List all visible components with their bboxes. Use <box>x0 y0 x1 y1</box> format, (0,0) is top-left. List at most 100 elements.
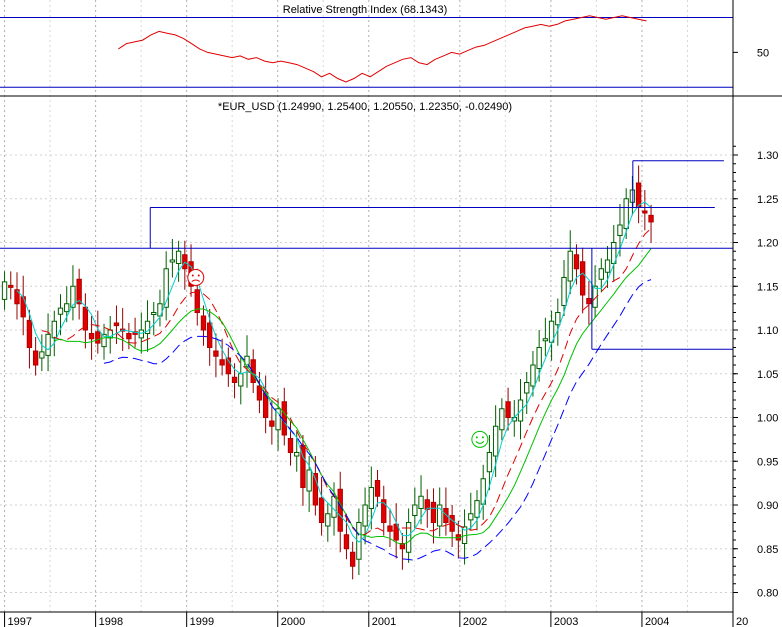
face-eye <box>481 436 484 439</box>
price-tick-label: 1.25 <box>757 194 778 206</box>
price-tick-label: 0.85 <box>757 544 778 556</box>
price-panel <box>0 160 733 580</box>
candle-body <box>561 277 567 306</box>
candle-body <box>368 487 374 509</box>
candle-body <box>399 543 406 550</box>
price-tick-label: 1.05 <box>757 369 778 381</box>
face-eye <box>191 274 194 277</box>
candle-body <box>101 333 107 348</box>
candle-body <box>250 359 256 383</box>
price-tick-label: 0.80 <box>757 588 778 600</box>
candle-body <box>175 250 182 264</box>
candle-body <box>306 469 312 492</box>
candle-body <box>82 306 89 331</box>
candle-body <box>536 347 542 369</box>
candle-body <box>1 281 8 300</box>
ma-fast-line <box>16 201 652 543</box>
candle-body <box>362 504 368 527</box>
candle-body <box>592 285 598 308</box>
candle-body <box>138 329 144 339</box>
price-tick-label: 1.10 <box>757 325 778 337</box>
candle-body <box>269 420 275 427</box>
ma-long-line <box>103 279 652 561</box>
face-outline <box>471 430 489 448</box>
candle-body <box>586 298 592 305</box>
candle-body <box>542 338 549 342</box>
candle-body <box>598 268 604 280</box>
rsi-line <box>118 15 647 83</box>
candle-body <box>492 425 499 457</box>
candle-body <box>300 445 306 488</box>
candle-body <box>474 500 480 518</box>
face-mouth <box>475 441 485 444</box>
grid <box>0 0 733 612</box>
year-tick-label: 2002 <box>463 616 487 627</box>
candle-body <box>287 438 294 453</box>
candle-body <box>32 350 39 366</box>
candle-body <box>213 350 219 357</box>
candle-body <box>318 497 325 523</box>
price-title: *EUR_USD (1.24990, 1.25400, 1.20550, 1.2… <box>218 101 512 113</box>
candle-body <box>163 268 169 308</box>
candle-body <box>76 278 82 305</box>
candle-body <box>151 312 157 315</box>
candle-body <box>424 499 430 510</box>
face-mouth <box>191 279 201 282</box>
candle-body <box>39 351 45 359</box>
candle-body <box>573 254 580 270</box>
candle-body <box>387 525 393 532</box>
candle-body <box>275 408 281 431</box>
candle-body <box>524 382 530 394</box>
candle-body <box>57 307 64 315</box>
candle-body <box>468 513 474 521</box>
happy-face-icon <box>471 430 489 448</box>
candle-body <box>8 284 14 288</box>
candle-body <box>412 504 418 516</box>
candle-body <box>51 320 57 339</box>
candle-body <box>555 312 561 326</box>
candle-body <box>262 392 269 418</box>
candle-body <box>45 333 51 356</box>
year-tick-label: 20 <box>736 616 748 627</box>
candle-body <box>604 259 611 273</box>
candle-body <box>126 333 132 340</box>
price-tick-label: 0.95 <box>757 456 778 468</box>
ma-slow-line <box>54 248 652 545</box>
candle-body <box>343 534 350 550</box>
candle-body <box>200 315 207 331</box>
rsi-tick-label: 50 <box>757 47 769 59</box>
candle-body <box>623 198 629 229</box>
rsi-title: Relative Strength Index (68.1343) <box>283 4 448 16</box>
candle-body <box>26 319 33 348</box>
candle-body <box>617 224 623 236</box>
candle-body <box>231 376 238 383</box>
year-tick-label: 2000 <box>281 616 305 627</box>
candle-body <box>64 303 70 313</box>
year-tick-label: 1998 <box>99 616 123 627</box>
candle-body <box>219 359 225 366</box>
candle-body <box>356 522 362 560</box>
price-tick-label: 1.20 <box>757 238 778 250</box>
candle-body <box>642 210 648 214</box>
candle-body <box>530 364 536 387</box>
face-eye <box>475 436 478 439</box>
candle-body <box>325 513 331 527</box>
candle-body <box>70 285 76 308</box>
candle-body <box>579 261 586 296</box>
candle-body <box>486 452 493 473</box>
candle-body <box>169 259 176 263</box>
ma-mid-line <box>41 228 652 535</box>
sad-face-icon <box>187 269 205 286</box>
candle-body <box>405 522 412 553</box>
year-tick-label: 2003 <box>554 616 578 627</box>
candle-body <box>207 322 213 348</box>
rsi-panel <box>0 15 733 88</box>
year-tick-label: 1997 <box>8 616 32 627</box>
candle-body <box>349 551 356 567</box>
candle-body <box>430 501 437 523</box>
price-tick-label: 1.30 <box>757 150 778 162</box>
price-tick-label: 1.00 <box>757 413 778 425</box>
candle-body <box>648 214 654 223</box>
